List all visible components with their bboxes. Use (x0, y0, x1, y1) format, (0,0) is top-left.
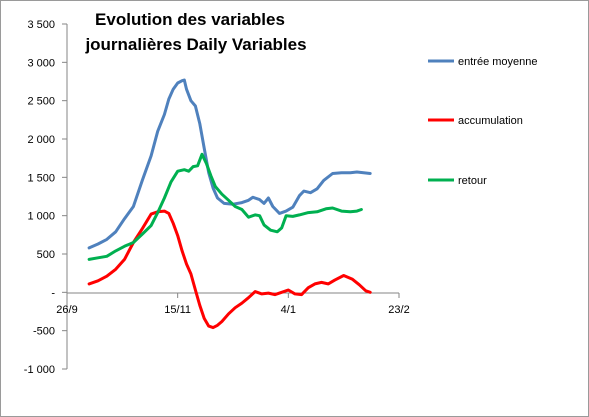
legend: entrée moyenne accumulation retour (428, 56, 538, 187)
plot-area (87, 78, 372, 330)
y-tick-label: -1 000 (24, 364, 55, 376)
chart-title: Evolution des variables journalières Dai… (84, 10, 306, 54)
y-tick-label: 3 500 (27, 19, 55, 31)
y-tick-label: 2 500 (27, 96, 55, 108)
series-line-2 (87, 209, 372, 330)
x-tick-label: 15/11 (164, 304, 191, 316)
y-tick-label: 3 000 (27, 57, 55, 69)
series-line-1 (87, 78, 372, 250)
y-tick-label: 500 (37, 249, 55, 261)
y-tick-label: 2 000 (27, 134, 55, 146)
chart-title-line-1: Evolution des variables (95, 10, 285, 29)
y-tick-label: 1 500 (27, 172, 55, 184)
legend-label-1: entrée moyenne (458, 56, 538, 68)
y-tick-label: - (51, 287, 55, 299)
x-tick-label: 23/2 (388, 304, 409, 316)
y-tick-label: -500 (33, 326, 55, 338)
x-tick-label: 4/1 (281, 304, 296, 316)
series-line-3 (87, 152, 363, 261)
legend-label-3: retour (458, 175, 487, 187)
axes: 3 500 3 000 2 500 2 000 1 500 1 000 500 - -500 -1… (24, 19, 410, 376)
x-tick-label: 26/9 (56, 304, 77, 316)
y-tick-label: 1 000 (27, 211, 55, 223)
legend-label-2: accumulation (458, 115, 523, 127)
chart-title-line-2: journalières Daily Variables (84, 35, 306, 54)
